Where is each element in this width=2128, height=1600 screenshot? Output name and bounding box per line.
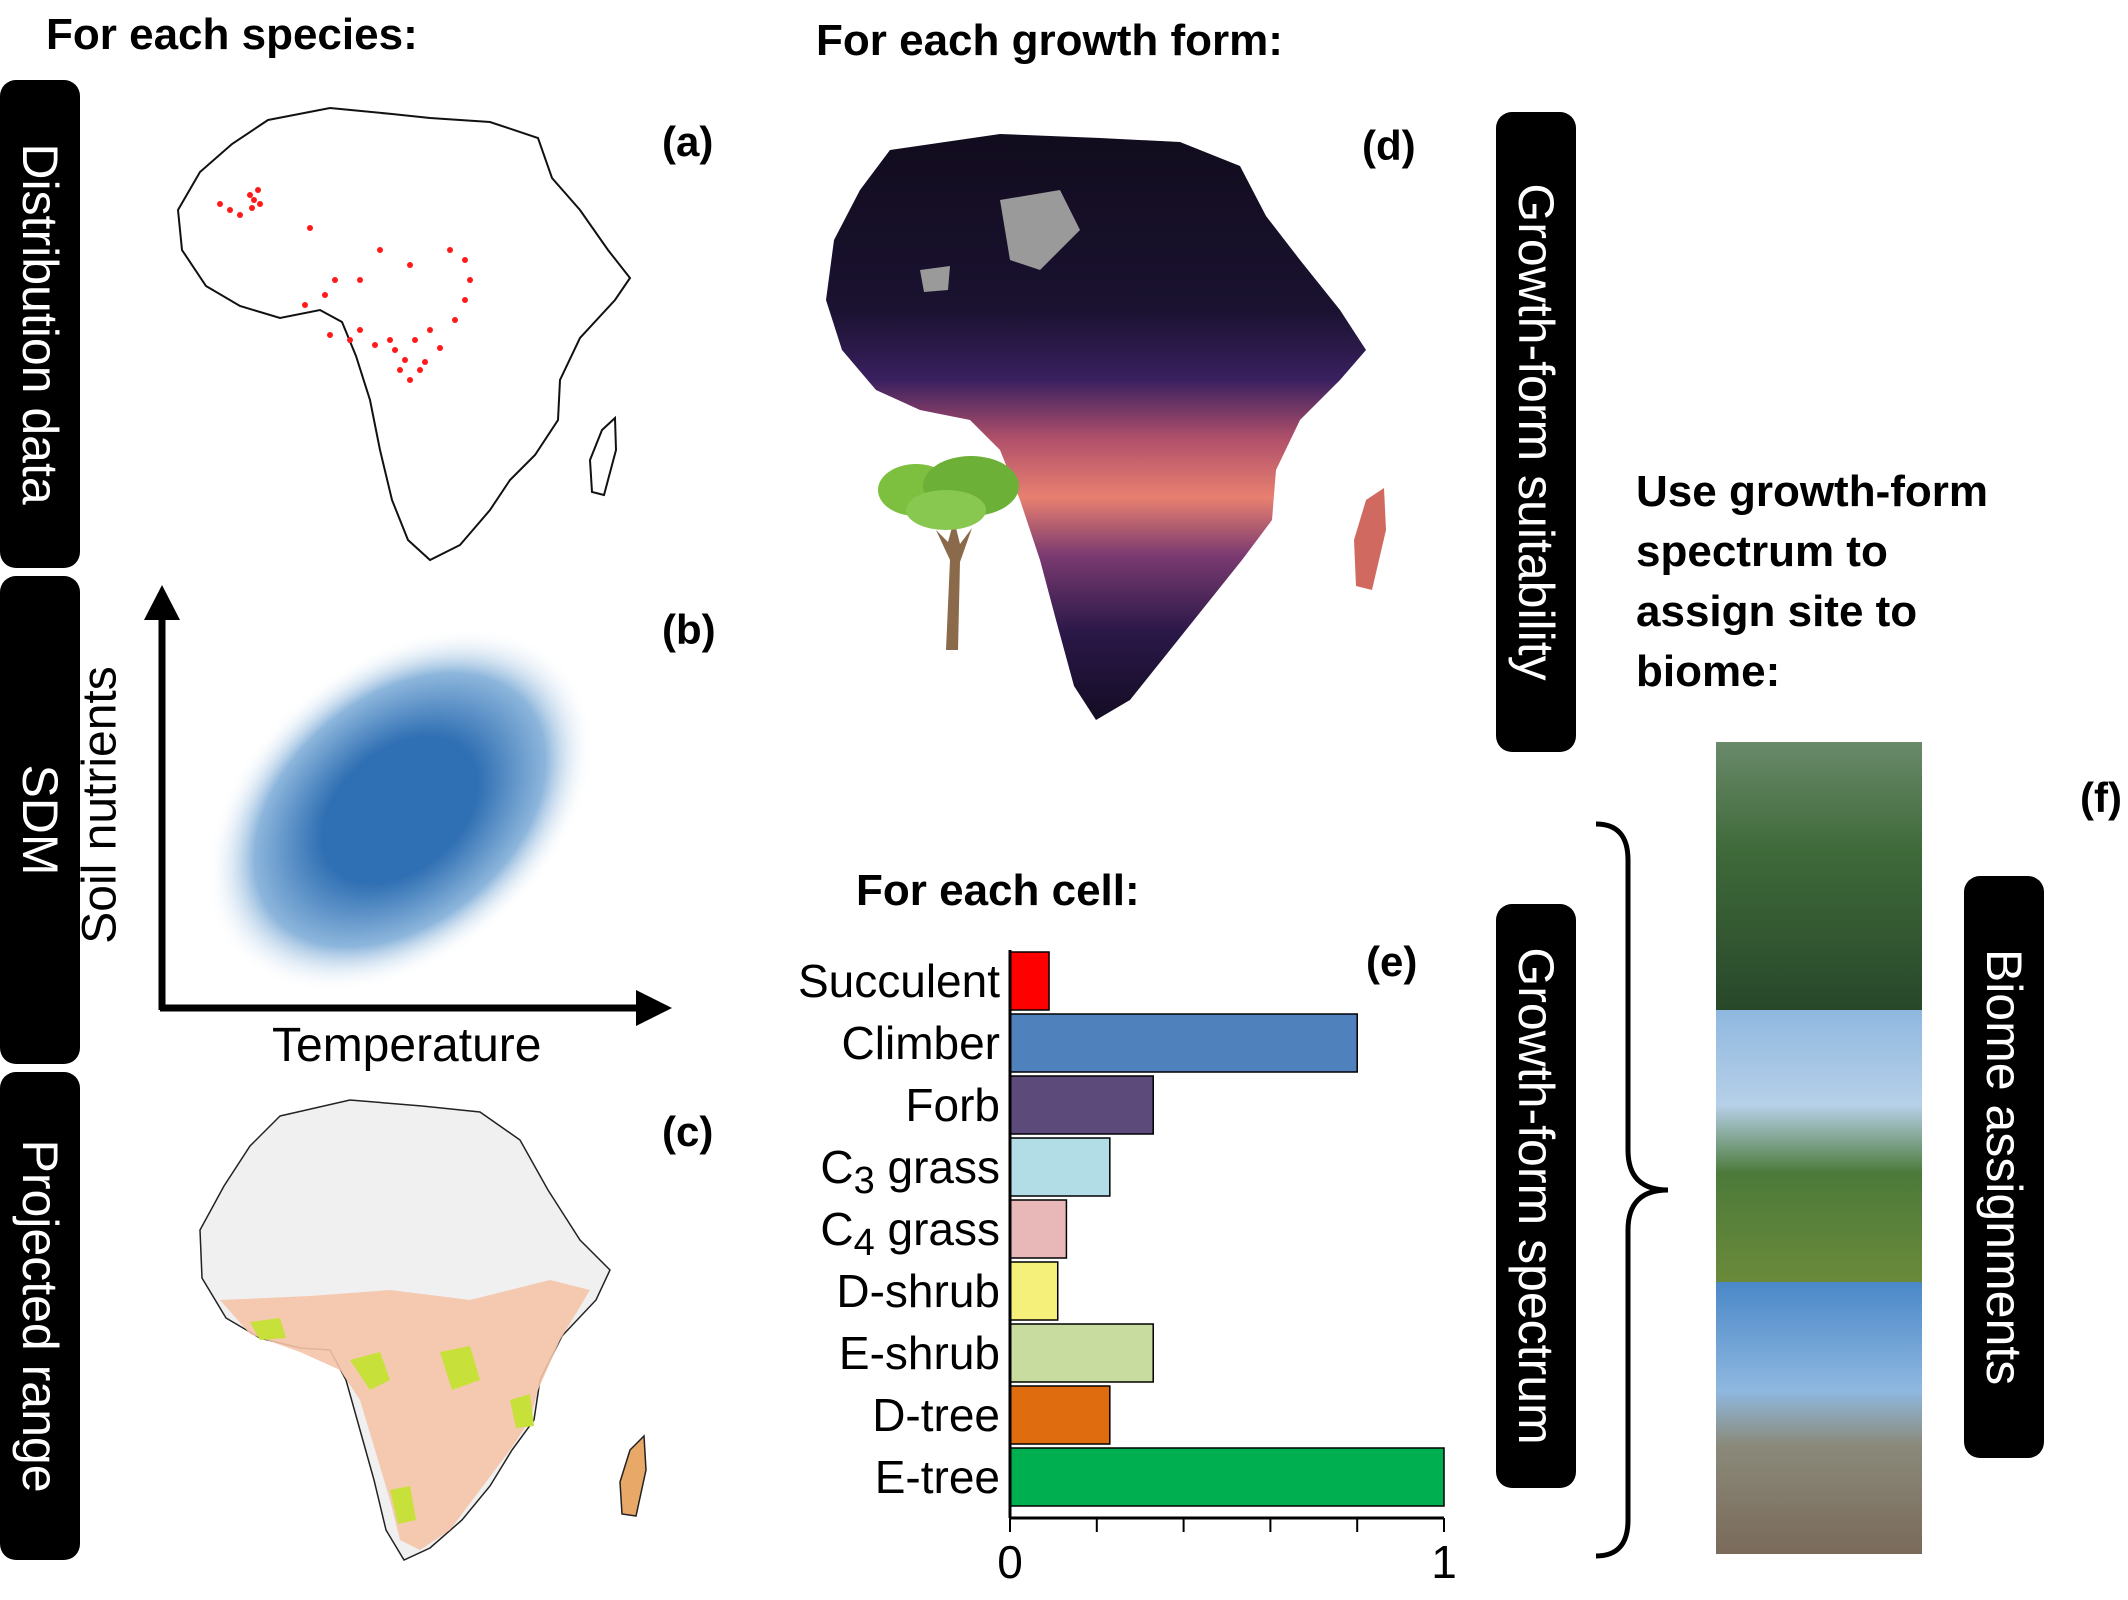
occurrence-point — [417, 367, 423, 373]
bar-succulent — [1009, 951, 1050, 1011]
heading-biome-line-1: Use growth-form — [1636, 467, 1988, 516]
occurrence-point — [357, 327, 363, 333]
occurrence-point — [447, 247, 453, 253]
bar-climber — [1009, 1013, 1358, 1073]
africa-distribution-map — [176, 106, 632, 562]
bar-e-shrub — [1009, 1323, 1154, 1383]
occurrence-point — [407, 262, 413, 268]
savanna-photo — [1716, 1010, 1922, 1282]
occurrence-point — [217, 201, 223, 207]
y-axis-arrow — [144, 585, 180, 620]
panel-letter-f: (f) — [2080, 774, 2122, 821]
occurrence-point — [452, 317, 458, 323]
occurrence-point — [437, 345, 443, 351]
curly-brace — [1595, 821, 1669, 1559]
occurrence-point — [255, 187, 261, 193]
occurrence-point — [422, 359, 428, 365]
x-axis-label: Temperature — [272, 1019, 542, 1072]
panel-letter-b: (b) — [662, 606, 716, 653]
bar-forb — [1009, 1075, 1154, 1135]
occurrence-point — [427, 327, 433, 333]
occurrence-point — [462, 297, 468, 303]
occurrence-point — [249, 205, 255, 211]
occurrence-point — [347, 337, 353, 343]
bar-label: C4 grass — [820, 1203, 1000, 1265]
occurrence-point — [307, 225, 313, 231]
suitability-madagascar — [1354, 488, 1386, 590]
bar-c4-grass — [1009, 1199, 1068, 1259]
occurrence-point — [402, 357, 408, 363]
suitability-unsuitable-patch — [920, 190, 1080, 292]
x-axis-arrow — [636, 990, 672, 1026]
label-growth-form-spectrum: Growth-form spectrum — [1496, 904, 1576, 1488]
bar-label: Succulent — [797, 955, 1000, 1007]
projected-high-suitability — [250, 1318, 534, 1524]
occurrence-points — [217, 187, 473, 383]
occurrence-point — [397, 367, 403, 373]
bar-label: Forb — [905, 1079, 1000, 1131]
sdm-niche-plot — [144, 585, 672, 1026]
growth-form-suitability-map — [826, 134, 1386, 720]
label-distribution-data: Distribution data — [0, 80, 80, 568]
occurrence-point — [327, 332, 333, 338]
heading-biome-line-2: spectrum to — [1636, 527, 1888, 576]
biome-photo-stack — [1716, 742, 1922, 1554]
x-tick-label: 0 — [997, 1536, 1023, 1588]
occurrence-point — [467, 277, 473, 283]
label-sdm: SDM — [0, 576, 80, 1064]
bar-d-shrub — [1009, 1261, 1059, 1321]
occurrence-point — [227, 207, 233, 213]
occurrence-point — [322, 292, 328, 298]
label-projected-range: Projected range — [0, 1072, 80, 1560]
heading-biome: Use growth-form spectrum to assign site … — [1636, 462, 1988, 702]
bar-label: D-tree — [872, 1389, 1000, 1441]
label-growth-form-suitability: Growth-form suitability — [1496, 112, 1576, 752]
occurrence-point — [257, 201, 263, 207]
panel-letter-e: (e) — [1366, 938, 1418, 985]
panel-letter-a: (a) — [662, 118, 714, 165]
occurrence-point — [407, 377, 413, 383]
desert-photo — [1716, 1282, 1922, 1554]
projected-suitable-band — [220, 1280, 590, 1550]
occurrence-point — [332, 277, 338, 283]
bar-c3-grass — [1009, 1137, 1111, 1197]
occurrence-point — [392, 347, 398, 353]
panel-letter-d: (d) — [1362, 122, 1416, 169]
bar-label: E-shrub — [838, 1327, 1000, 1379]
label-biome-assignments: Biome assignments — [1964, 876, 2044, 1458]
occurrence-point — [372, 342, 378, 348]
africa-outline — [176, 106, 632, 562]
occurrence-point — [302, 302, 308, 308]
heading-cell: For each cell: — [856, 866, 1140, 915]
projected-range-map — [199, 1099, 647, 1561]
madagascar-outline — [588, 415, 618, 497]
heading-biome-line-4: biome: — [1636, 647, 1781, 696]
heading-growth-form: For each growth form: — [816, 16, 1283, 65]
panel-letter-c: (c) — [662, 1108, 714, 1155]
occurrence-point — [237, 212, 243, 218]
bar-label: D-shrub — [836, 1265, 1000, 1317]
occurrence-point — [387, 337, 393, 343]
bar-e-tree — [1009, 1447, 1445, 1507]
bar-label: Climber — [841, 1017, 1000, 1069]
occurrence-point — [377, 247, 383, 253]
tree-icon — [878, 456, 1019, 650]
heading-biome-line-3: assign site to — [1636, 587, 1918, 636]
suitability-africa-land — [826, 134, 1366, 720]
occurrence-point — [247, 192, 253, 198]
bar-label: E-tree — [874, 1451, 1000, 1503]
niche-density-blob — [205, 627, 595, 993]
y-axis-label: Soil nutrients — [73, 666, 127, 944]
occurrence-point — [357, 277, 363, 283]
occurrence-point — [412, 337, 418, 343]
x-tick-label: 1 — [1431, 1536, 1457, 1588]
bar-label: C3 grass — [820, 1141, 1000, 1203]
occurrence-point — [462, 257, 468, 263]
heading-species: For each species: — [46, 10, 418, 59]
forest-photo — [1716, 742, 1922, 1010]
occurrence-point — [251, 197, 257, 203]
projected-madagascar — [619, 1434, 647, 1517]
bar-d-tree — [1009, 1385, 1111, 1445]
